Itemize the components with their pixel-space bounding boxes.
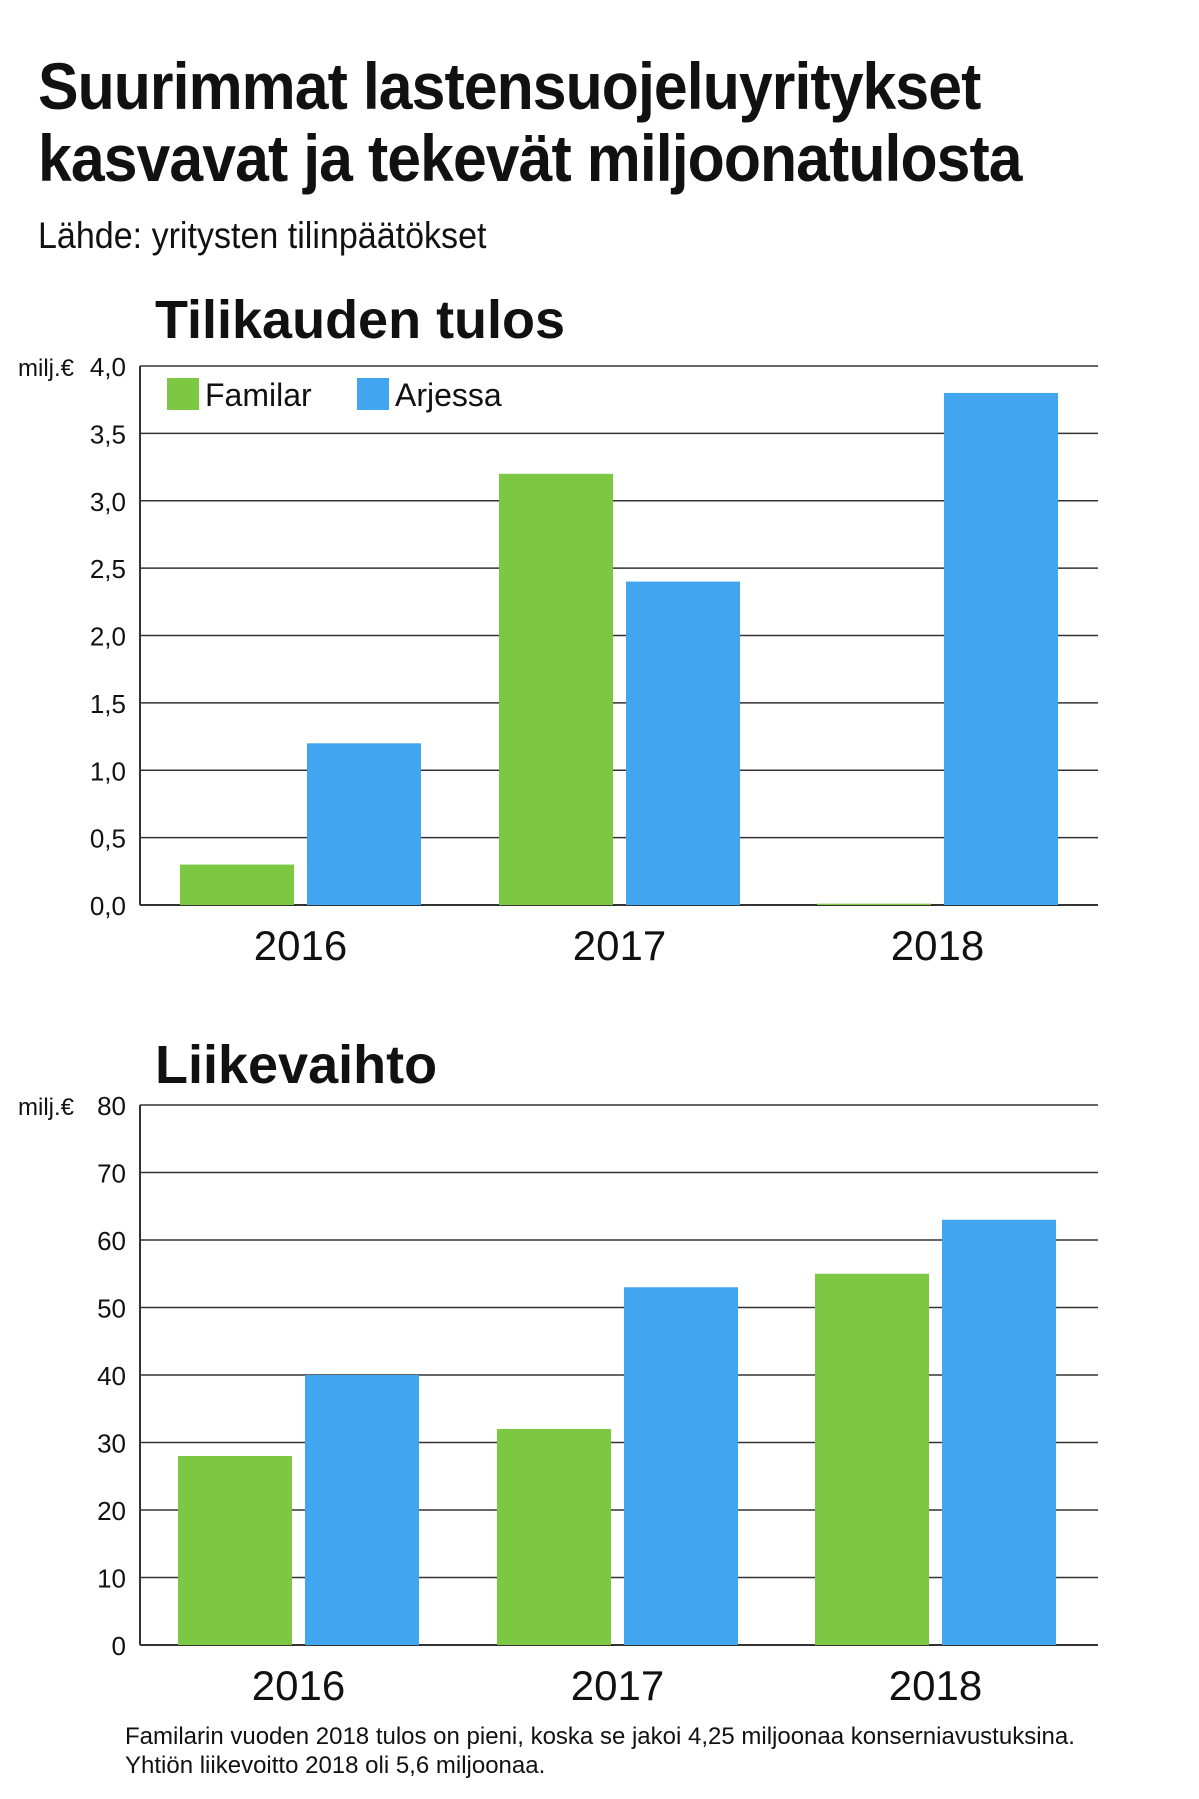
bar-arjessa-2016 bbox=[305, 1375, 419, 1645]
y-tick-label: 4,0 bbox=[90, 352, 126, 382]
y-tick-label: 20 bbox=[97, 1496, 126, 1526]
bar-familar-2018 bbox=[815, 1273, 929, 1645]
y-tick-label: 3,5 bbox=[90, 419, 126, 449]
bar-arjessa-2016 bbox=[307, 743, 421, 905]
chart-title: Liikevaihto bbox=[155, 1035, 437, 1095]
bar-familar-2016 bbox=[180, 864, 294, 905]
y-tick-label: 0 bbox=[112, 1631, 126, 1661]
title-line-2: kasvavat ja tekevät miljoonatulosta bbox=[38, 121, 1023, 195]
x-category-label: 2017 bbox=[573, 922, 666, 969]
bar-familar-2017 bbox=[499, 473, 613, 905]
y-tick-label: 40 bbox=[97, 1361, 126, 1391]
y-unit-label: milj.€ bbox=[18, 355, 75, 382]
bar-arjessa-2018 bbox=[944, 392, 1058, 905]
x-category-label: 2017 bbox=[571, 1662, 664, 1709]
x-category-label: 2016 bbox=[254, 922, 347, 969]
legend-swatch-familar bbox=[167, 378, 199, 410]
y-tick-label: 0,5 bbox=[90, 824, 126, 854]
legend-swatch-arjessa bbox=[357, 378, 389, 410]
legend-label: Arjessa bbox=[395, 377, 502, 413]
footnote: Familarin vuoden 2018 tulos on pieni, ko… bbox=[125, 1722, 1075, 1780]
y-tick-label: 10 bbox=[97, 1564, 126, 1594]
y-tick-label: 70 bbox=[97, 1159, 126, 1189]
y-tick-label: 3,0 bbox=[90, 487, 126, 517]
footnote-line-1: Familarin vuoden 2018 tulos on pieni, ko… bbox=[125, 1723, 1075, 1750]
legend-label: Familar bbox=[205, 377, 312, 413]
bar-arjessa-2018 bbox=[942, 1219, 1056, 1645]
chart-title: Tilikauden tulos bbox=[155, 290, 565, 350]
bar-familar-2016 bbox=[178, 1456, 292, 1645]
bar-arjessa-2017 bbox=[624, 1287, 738, 1645]
y-tick-label: 80 bbox=[97, 1091, 126, 1121]
footnote-line-2: Yhtiön liikevoitto 2018 oli 5,6 miljoona… bbox=[125, 1752, 546, 1779]
y-tick-label: 2,0 bbox=[90, 622, 126, 652]
y-tick-label: 2,5 bbox=[90, 554, 126, 584]
page-title: Suurimmat lastensuojeluyritykset kasvava… bbox=[38, 49, 1023, 195]
bar-arjessa-2017 bbox=[626, 581, 740, 905]
y-tick-label: 50 bbox=[97, 1294, 126, 1324]
y-unit-label: milj.€ bbox=[18, 1094, 75, 1121]
y-tick-label: 1,0 bbox=[90, 756, 126, 786]
x-category-label: 2016 bbox=[252, 1662, 345, 1709]
y-tick-label: 30 bbox=[97, 1429, 126, 1459]
title-line-1: Suurimmat lastensuojeluyritykset bbox=[38, 49, 981, 123]
y-tick-label: 0,0 bbox=[90, 891, 126, 921]
source-note: Lähde: yritysten tilinpäätökset bbox=[38, 215, 487, 256]
y-tick-label: 60 bbox=[97, 1226, 126, 1256]
bar-familar-2017 bbox=[497, 1429, 611, 1645]
bar-familar-2018 bbox=[817, 903, 931, 905]
x-category-label: 2018 bbox=[889, 1662, 982, 1709]
x-category-label: 2018 bbox=[891, 922, 984, 969]
y-tick-label: 1,5 bbox=[90, 689, 126, 719]
